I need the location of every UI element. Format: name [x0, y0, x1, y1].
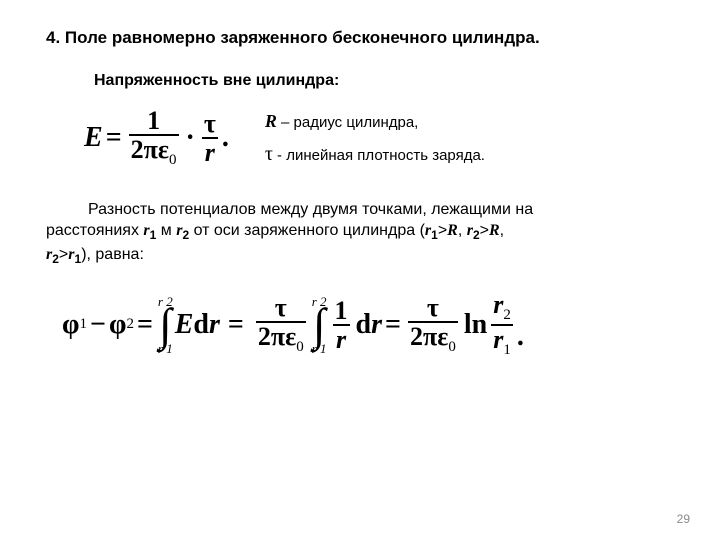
para-ineq1-gt: > — [438, 222, 447, 239]
eq2-frac1: τ 2πε0 — [256, 294, 306, 356]
eq1-frac2-den: r — [203, 139, 217, 166]
eq2-frac4-num: r2 — [491, 291, 513, 324]
eq2-frac4: r2 r1 — [491, 291, 513, 359]
page-number: 29 — [677, 512, 690, 526]
eq2-2pieps-2: 2πε — [410, 322, 448, 351]
eq2-eps-sub-1: 0 — [296, 339, 304, 355]
eq2-d2: d — [356, 309, 372, 341]
legend-tau-symbol: τ — [265, 143, 273, 165]
para-comma2: , — [500, 222, 504, 239]
eq1-2pieps: 2πε — [131, 135, 169, 164]
eq2-E: E — [175, 309, 194, 341]
eq2-frac3-num: τ — [425, 294, 441, 321]
paragraph: Разность потенциалов между двумя точками… — [46, 199, 674, 267]
eq2-d1: d — [193, 309, 209, 341]
para-ineq3-gt: > — [59, 246, 68, 263]
para-l2a: расстояниях — [46, 222, 143, 239]
para-ineq2-R: R — [489, 222, 500, 239]
legend-tau-text: линейная плотность заряда. — [286, 147, 485, 164]
equation-2: φ1 − φ2 = r 2 ∫ r 1 Edr = τ 2πε0 r 2 ∫ r… — [62, 291, 674, 359]
section-title: 4. Поле равномерно заряженного бесконечн… — [46, 28, 674, 48]
para-closing: ), равна: — [81, 246, 144, 263]
para-comma1: , — [458, 222, 467, 239]
eq1-frac1-num: 1 — [145, 107, 162, 134]
para-l2b: от оси заряженного цилиндра ( — [189, 222, 425, 239]
legend: R – радиус цилиндра, τ - линейная плотно… — [265, 106, 485, 171]
eq2-frac2: 1 r — [333, 297, 350, 354]
para-ineq2-s: 2 — [473, 228, 480, 242]
subtitle: Напряженность вне цилиндра: — [94, 72, 674, 90]
eq2-int1-lb: r 1 — [158, 342, 173, 355]
eq2-integral-2: r 2 ∫ r 1 — [312, 295, 327, 356]
eq2-int2-lb: r 1 — [312, 342, 327, 355]
integral-icon: ∫ — [313, 308, 326, 343]
eq2-eq1: = — [137, 309, 153, 341]
para-l1: Разность потенциалов между двумя точками… — [88, 201, 533, 218]
para-m: м — [156, 222, 176, 239]
eq1-E: E — [84, 122, 103, 154]
integral-icon: ∫ — [159, 308, 172, 343]
para-ineq3-s2: 2 — [52, 252, 59, 266]
para-ineq1-R: R — [447, 222, 458, 239]
legend-line-R: R – радиус цилиндра, — [265, 106, 485, 137]
equation-1: E = 1 2πε0 · τ r . — [84, 107, 229, 169]
para-ineq2-gt: > — [480, 222, 489, 239]
eq2-phi2-sub: 2 — [126, 316, 134, 333]
eq2-frac4-den-r: r — [493, 325, 503, 354]
eq2-phi1-sub: 1 — [79, 316, 87, 333]
eq2-integral-1: r 2 ∫ r 1 — [158, 295, 173, 356]
eq1-frac1: 1 2πε0 — [129, 107, 179, 169]
eq1-dot: . — [222, 122, 229, 154]
eq2-r1: r — [209, 309, 220, 341]
eq1-frac2: τ r — [202, 110, 218, 167]
eq2-frac4-den: r1 — [491, 326, 513, 359]
eq2-frac1-num: τ — [273, 294, 289, 321]
eq1-equals: = — [106, 122, 122, 154]
eq2-eq3: = — [385, 309, 401, 341]
eq2-phi2: φ — [109, 309, 126, 341]
eq2-frac3: τ 2πε0 — [408, 294, 458, 356]
eq1-frac1-den: 2πε0 — [129, 136, 179, 169]
eq2-eps-sub-2: 0 — [448, 339, 456, 355]
eq2-frac4-num-r: r — [493, 290, 503, 319]
eq2-eq2: = — [228, 309, 244, 341]
equation-1-row: E = 1 2πε0 · τ r . R – радиус цилиндра, — [84, 106, 674, 171]
eq2-ln: ln — [464, 309, 487, 341]
eq2-frac2-den: r — [334, 326, 348, 353]
eq2-r2: r — [371, 309, 382, 341]
eq1-cdot: · — [186, 122, 195, 154]
eq1-eps-sub: 0 — [169, 153, 177, 169]
legend-R-symbol: R — [265, 111, 277, 131]
eq2-2pieps-1: 2πε — [258, 322, 296, 351]
eq2-frac4-den-s: 1 — [503, 342, 511, 358]
eq1-frac2-num: τ — [202, 110, 218, 137]
eq2-minus: − — [90, 309, 106, 341]
eq2-phi1: φ — [62, 309, 79, 341]
eq2-dot: . — [517, 321, 524, 353]
eq2-frac1-den: 2πε0 — [256, 323, 306, 356]
para-ineq1-s: 1 — [431, 228, 438, 242]
legend-tau-dash: - — [273, 147, 286, 164]
legend-line-tau: τ - линейная плотность заряда. — [265, 137, 485, 171]
legend-R-text: – радиус цилиндра, — [277, 114, 418, 131]
eq2-frac3-den: 2πε0 — [408, 323, 458, 356]
eq2-frac4-num-s: 2 — [503, 307, 511, 323]
eq2-frac2-num: 1 — [333, 297, 350, 324]
